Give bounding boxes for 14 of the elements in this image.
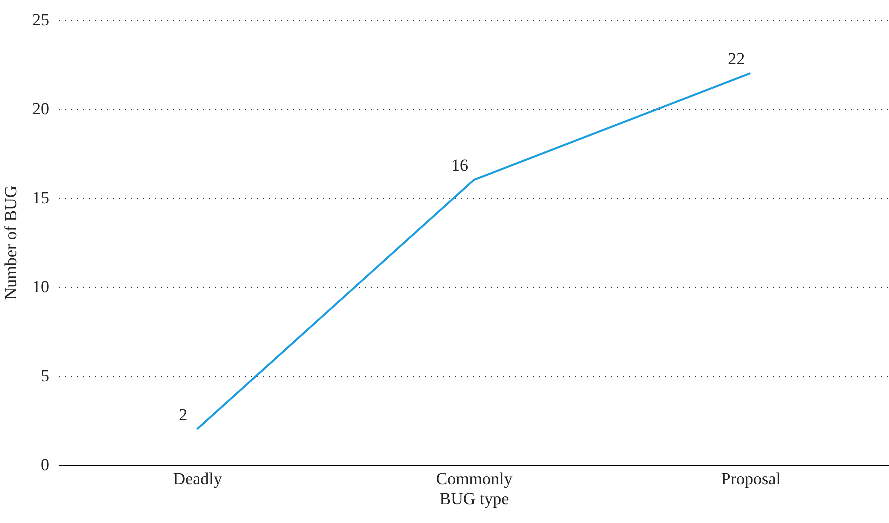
x-tick-label: Deadly xyxy=(173,470,223,488)
data-label: 2 xyxy=(179,405,188,424)
x-axis-title: BUG type xyxy=(440,490,510,508)
y-axis-title: Number of BUG xyxy=(2,186,20,300)
y-tick-label: 10 xyxy=(32,278,50,296)
y-tick-label: 15 xyxy=(32,188,50,208)
data-label: 22 xyxy=(728,49,746,68)
y-tick-label: 20 xyxy=(32,100,50,118)
y-tick-label: 0 xyxy=(41,456,50,474)
x-tick-label: Proposal xyxy=(721,470,782,488)
y-tick-label: 25 xyxy=(32,10,50,30)
x-tick-label: Commonly xyxy=(436,470,514,488)
data-label: 16 xyxy=(452,156,468,176)
y-tick-label: 5 xyxy=(41,366,50,386)
